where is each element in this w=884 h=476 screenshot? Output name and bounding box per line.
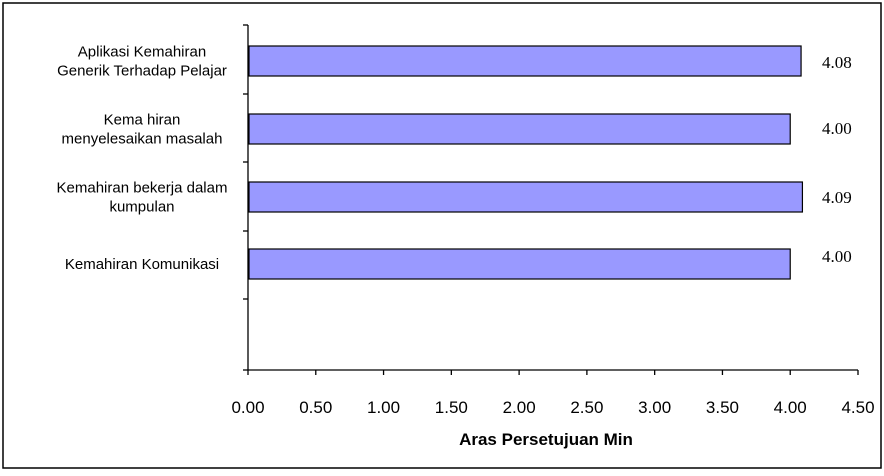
bar xyxy=(248,113,791,145)
category-label: menyelesaikan masalah xyxy=(62,131,223,148)
data-label: 4.00 xyxy=(822,119,852,138)
x-tick-label: 1.50 xyxy=(435,398,468,417)
x-axis-title: Aras Persetujuan Min xyxy=(459,430,633,449)
x-tick-label: 2.00 xyxy=(503,398,536,417)
bar xyxy=(248,248,791,280)
data-label: 4.09 xyxy=(822,188,852,207)
data-label: 4.00 xyxy=(822,247,852,266)
chart-border xyxy=(2,2,882,469)
x-tick-label: 4.00 xyxy=(774,398,807,417)
category-label: Generik Terhadap Pelajar xyxy=(57,63,227,80)
x-tick-label: 3.50 xyxy=(706,398,739,417)
plot-area: 0.00 0.50 1.00 1.50 2.00 2.50 3.00 3.50 4.00 4.50… xyxy=(57,24,875,417)
category-label: Aplikasi Kemahiran xyxy=(78,44,206,61)
bar xyxy=(248,45,802,77)
x-tick-label: 0.00 xyxy=(231,398,264,417)
x-tick-label: 2.50 xyxy=(570,398,603,417)
category-label: Kemahiran Komunikasi xyxy=(65,256,219,273)
x-tick-label: 1.00 xyxy=(367,398,400,417)
x-tick-label: 3.00 xyxy=(638,398,671,417)
bar xyxy=(248,181,804,213)
category-label: Kema hiran xyxy=(104,112,181,129)
category-label: kumpulan xyxy=(109,199,174,216)
category-label: Kemahiran bekerja dalam xyxy=(57,180,228,197)
data-label: 4.08 xyxy=(822,53,852,72)
x-tick-label: 4.50 xyxy=(841,398,874,417)
x-tick-label: 0.50 xyxy=(299,398,332,417)
